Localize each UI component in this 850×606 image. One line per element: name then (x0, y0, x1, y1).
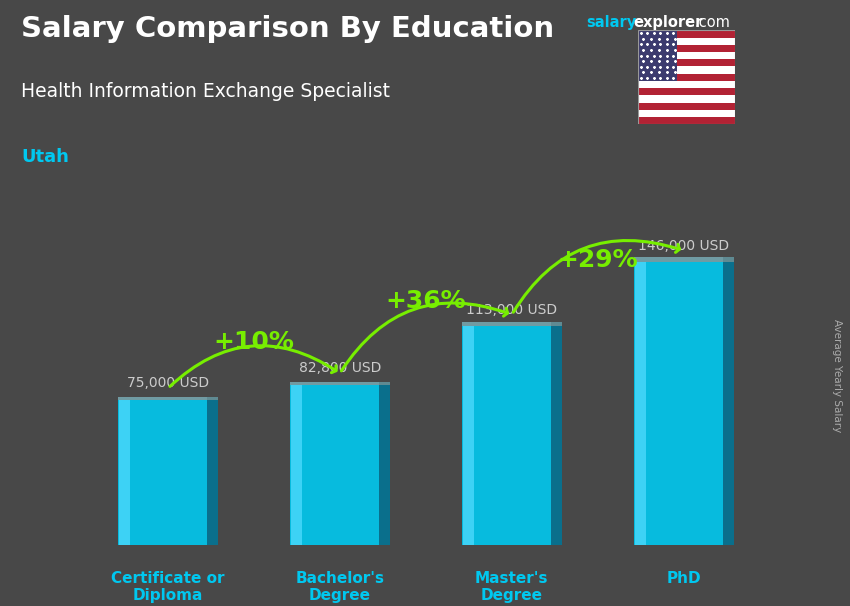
Text: Master's
Degree: Master's Degree (475, 571, 548, 603)
Text: Salary Comparison By Education: Salary Comparison By Education (21, 15, 554, 43)
Bar (118, 400, 207, 545)
Text: 113,000 USD: 113,000 USD (467, 302, 558, 316)
Text: Certificate or
Diploma: Certificate or Diploma (111, 571, 224, 603)
Bar (462, 322, 552, 326)
Bar (552, 322, 562, 326)
Bar (379, 385, 390, 545)
Bar (207, 400, 218, 545)
Bar (290, 385, 379, 545)
Text: PhD: PhD (666, 571, 701, 585)
Text: Health Information Exchange Specialist: Health Information Exchange Specialist (21, 82, 390, 101)
Text: 82,800 USD: 82,800 USD (298, 361, 381, 375)
Bar (207, 398, 218, 400)
Bar (638, 88, 735, 95)
Text: salary: salary (586, 15, 637, 30)
Bar (634, 262, 723, 545)
Bar (723, 257, 734, 262)
Bar (552, 326, 562, 545)
Text: Bachelor's
Degree: Bachelor's Degree (296, 571, 384, 603)
Bar (638, 95, 735, 102)
Bar (638, 110, 735, 117)
Bar (119, 400, 130, 545)
Bar (638, 102, 735, 110)
Bar (638, 38, 735, 45)
Bar (463, 326, 473, 545)
Bar (290, 382, 379, 385)
Text: +36%: +36% (386, 289, 466, 313)
Text: Utah: Utah (21, 148, 69, 167)
Bar (291, 385, 302, 545)
Text: explorer: explorer (633, 15, 703, 30)
Text: Average Yearly Salary: Average Yearly Salary (832, 319, 842, 432)
Bar (638, 74, 735, 81)
Text: 75,000 USD: 75,000 USD (127, 376, 209, 390)
Text: +10%: +10% (213, 330, 294, 354)
Bar (638, 67, 735, 74)
Bar (638, 81, 735, 88)
Bar (635, 262, 645, 545)
Bar (638, 117, 735, 124)
Bar (118, 398, 207, 400)
Text: .com: .com (694, 15, 730, 30)
Bar (638, 52, 735, 59)
Bar (638, 30, 677, 81)
Bar (723, 262, 734, 545)
Bar (462, 326, 552, 545)
Bar (638, 30, 735, 38)
Bar (638, 59, 735, 67)
Bar (379, 382, 390, 385)
Bar (638, 45, 735, 52)
Bar (634, 257, 723, 262)
Text: +29%: +29% (558, 248, 638, 272)
Text: 146,000 USD: 146,000 USD (638, 239, 729, 253)
